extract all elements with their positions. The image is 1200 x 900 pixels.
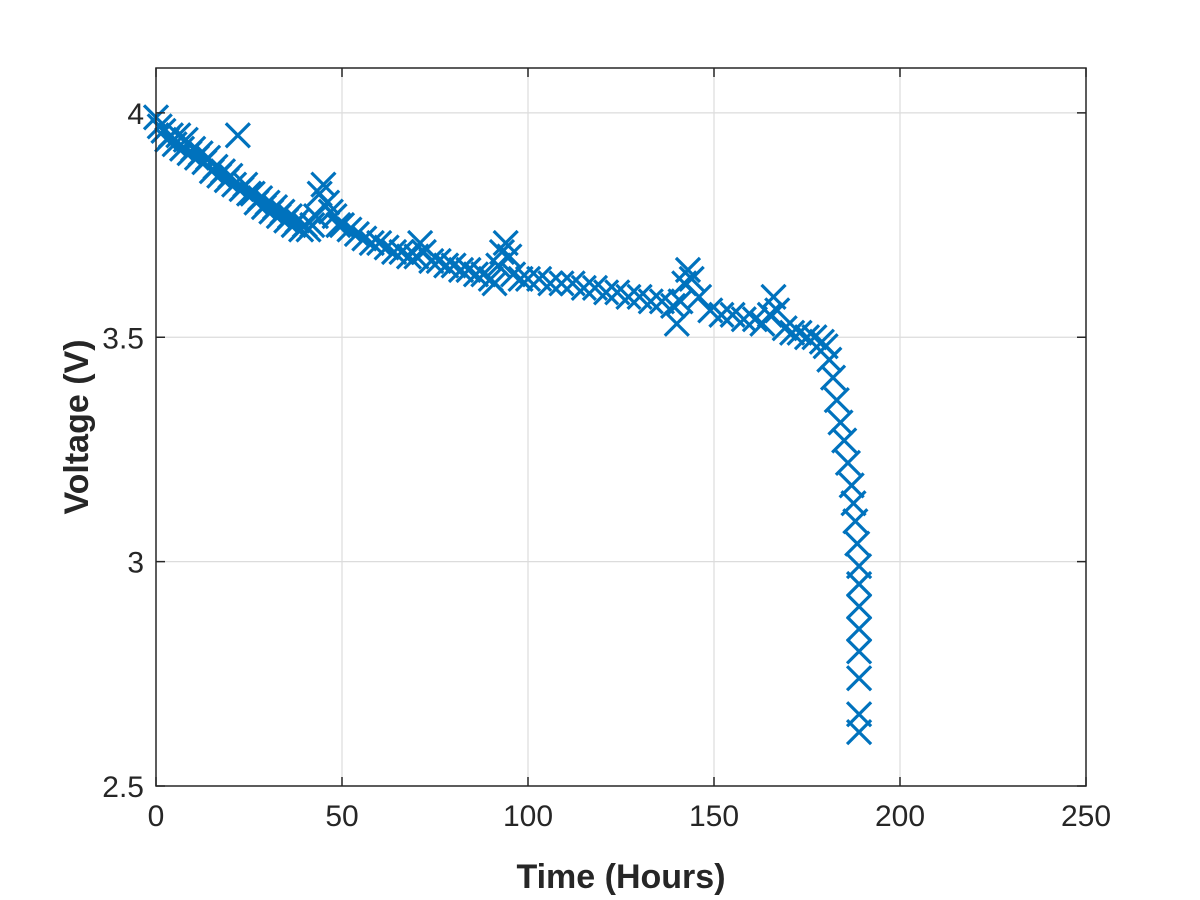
data-point-marker xyxy=(299,211,326,239)
data-point-marker xyxy=(637,288,664,315)
data-point-marker xyxy=(507,265,534,293)
data-point-marker xyxy=(336,216,363,243)
x-tick-label: 100 xyxy=(503,800,553,833)
data-point-marker xyxy=(793,324,821,351)
data-point-marker xyxy=(537,270,564,297)
y-tick-label: 3 xyxy=(127,547,144,580)
data-point-marker xyxy=(343,220,371,248)
y-tick-label: 4 xyxy=(127,98,144,131)
data-point-marker xyxy=(548,270,575,297)
data-point-marker xyxy=(366,229,393,257)
data-point-marker xyxy=(845,615,873,643)
data-point-marker xyxy=(845,638,873,665)
data-point-marker xyxy=(328,211,356,239)
data-point-marker xyxy=(313,189,341,216)
data-point-marker xyxy=(674,256,702,284)
x-tick-label: 50 xyxy=(325,800,358,833)
data-point-marker xyxy=(276,202,304,230)
data-point-marker xyxy=(418,247,445,275)
data-point-marker xyxy=(685,283,713,310)
data-point-marker xyxy=(845,593,873,620)
data-point-marker xyxy=(834,449,862,477)
x-axis-title: Time (Hours) xyxy=(516,858,725,896)
data-point-marker xyxy=(819,364,847,391)
data-point-marker xyxy=(373,234,400,261)
data-point-marker xyxy=(447,256,475,284)
data-point-marker xyxy=(663,310,690,337)
data-point-marker xyxy=(220,171,248,198)
data-point-marker xyxy=(845,570,873,598)
data-point-marker xyxy=(358,229,385,257)
axis-ticks: 0 50 100 150 200 250 2.5 3 3.5 4 xyxy=(102,68,1111,833)
data-point-marker xyxy=(592,279,620,306)
data-point-marker xyxy=(462,261,490,288)
data-point-marker xyxy=(823,386,850,414)
data-point-marker xyxy=(395,243,423,270)
data-point-marker xyxy=(844,530,871,557)
data-point-marker xyxy=(380,238,408,266)
data-point-marker xyxy=(615,283,642,310)
data-point-marker xyxy=(845,665,873,692)
data-point-marker xyxy=(224,122,251,149)
data-point-marker xyxy=(678,265,705,293)
data-point-marker xyxy=(440,252,467,279)
x-tick-label: 250 xyxy=(1061,800,1111,833)
data-point-marker xyxy=(455,256,482,284)
y-axis-title: Voltage (V) xyxy=(58,339,96,514)
data-point-marker xyxy=(388,238,415,266)
data-point-marker xyxy=(514,265,542,293)
data-point-marker xyxy=(570,274,597,302)
data-point-marker xyxy=(842,508,869,535)
data-series xyxy=(142,104,873,746)
data-point-marker xyxy=(425,247,452,275)
data-point-marker xyxy=(786,319,813,346)
data-point-marker xyxy=(831,427,858,454)
data-point-marker xyxy=(302,202,330,230)
data-point-marker xyxy=(351,225,378,252)
data-point-marker xyxy=(180,135,207,162)
data-point-marker xyxy=(488,238,516,266)
data-point-marker xyxy=(778,319,806,346)
data-point-marker xyxy=(499,261,527,288)
x-tick-label: 0 xyxy=(148,800,165,833)
grid xyxy=(156,68,1086,786)
y-tick-label: 2.5 xyxy=(102,771,144,804)
data-point-marker xyxy=(771,315,798,342)
data-point-marker xyxy=(708,301,735,328)
data-point-marker xyxy=(433,252,460,279)
data-point-marker xyxy=(764,297,791,324)
x-tick-label: 200 xyxy=(875,800,925,833)
data-point-marker xyxy=(845,719,873,746)
x-tick-label: 150 xyxy=(689,800,739,833)
y-tick-label: 3.5 xyxy=(102,322,144,355)
plot-area-border xyxy=(155,67,1087,787)
data-point-marker xyxy=(741,306,769,333)
